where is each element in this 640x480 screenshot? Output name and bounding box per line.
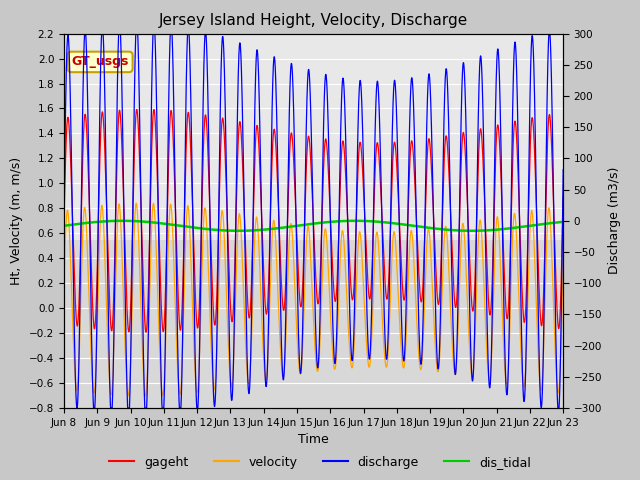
- velocity: [296, 371, 304, 377]
- Bar: [64, 34, 563, 240]
- dis_tidal: [538, 221, 546, 227]
- Title: Jersey Island Height, Velocity, Discharge: Jersey Island Height, Velocity, Discharg…: [159, 13, 468, 28]
- dis_tidal: [439, 227, 447, 232]
- Line: dis_tidal: dis_tidal: [64, 221, 563, 231]
- velocity: [538, 377, 546, 383]
- discharge: [532, 184, 540, 190]
- gageht: [439, 189, 447, 195]
- gageht: [142, 329, 150, 335]
- discharge: [425, 71, 433, 77]
- velocity: [532, 297, 540, 303]
- velocity: [230, 354, 237, 360]
- dis_tidal: [468, 228, 476, 234]
- velocity: [439, 261, 447, 267]
- gageht: [230, 297, 237, 302]
- gageht: [296, 302, 304, 308]
- dis_tidal: [532, 222, 540, 228]
- velocity: [425, 228, 433, 233]
- velocity: [141, 393, 149, 399]
- Line: gageht: gageht: [64, 109, 563, 332]
- velocity: [559, 260, 567, 266]
- discharge: [296, 371, 304, 376]
- gageht: [133, 107, 141, 112]
- X-axis label: Time: Time: [298, 433, 329, 446]
- discharge: [538, 390, 546, 396]
- discharge: [60, 209, 68, 215]
- gageht: [532, 196, 540, 202]
- Line: velocity: velocity: [64, 203, 563, 396]
- Legend: gageht, velocity, discharge, dis_tidal: gageht, velocity, discharge, dis_tidal: [104, 451, 536, 474]
- discharge: [73, 405, 81, 411]
- dis_tidal: [559, 219, 567, 225]
- dis_tidal: [425, 225, 433, 231]
- Y-axis label: Ht, Velocity (m, m/s): Ht, Velocity (m, m/s): [10, 157, 24, 285]
- Text: GT_usgs: GT_usgs: [72, 55, 129, 69]
- Line: discharge: discharge: [64, 34, 563, 408]
- dis_tidal: [118, 218, 126, 224]
- dis_tidal: [230, 228, 237, 234]
- gageht: [425, 136, 433, 142]
- discharge: [439, 163, 447, 168]
- discharge: [230, 348, 237, 353]
- dis_tidal: [60, 223, 68, 228]
- velocity: [60, 282, 68, 288]
- velocity: [132, 200, 140, 206]
- gageht: [60, 218, 68, 224]
- dis_tidal: [296, 222, 304, 228]
- gageht: [559, 193, 567, 199]
- discharge: [81, 31, 88, 36]
- gageht: [538, 318, 546, 324]
- Y-axis label: Discharge (m3/s): Discharge (m3/s): [607, 167, 621, 275]
- discharge: [559, 167, 567, 172]
